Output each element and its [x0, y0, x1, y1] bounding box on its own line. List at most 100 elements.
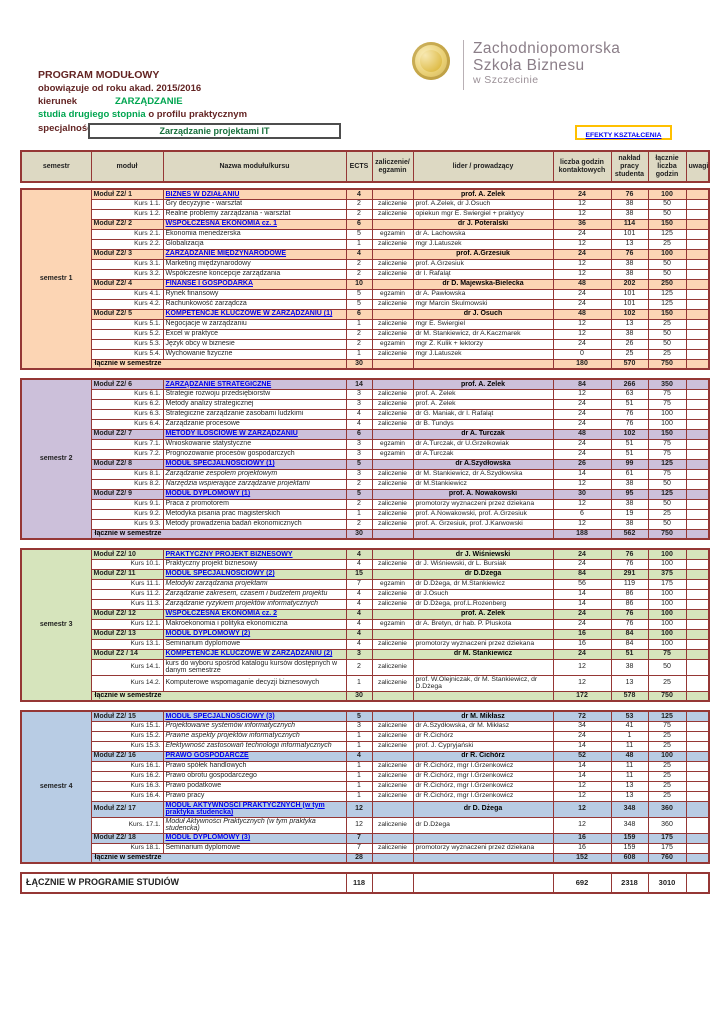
column-header: lider / prowadzący: [412, 150, 554, 183]
cell-leader: dr R. Cichórz: [412, 750, 554, 762]
cell-total-hours: 175: [647, 842, 687, 854]
cell-name: WSPÓŁCZESNA EKONOMIA cz. 1: [162, 218, 347, 230]
cell-exam: [371, 710, 414, 722]
cell-ects: 5: [345, 488, 373, 500]
module-link[interactable]: KOMPETENCJE KLUCZOWE W ZARZĄDZANIU (2): [165, 650, 333, 658]
course-row: Kurs 9.1. Praca z promotorem 2 zaliczenie pr…: [21, 498, 710, 510]
cell-remarks: [685, 188, 710, 200]
cell-remarks: [685, 438, 710, 450]
cell-student-workload: 76: [610, 548, 649, 560]
cell-contact-hours: 48: [552, 308, 612, 320]
cell-student-workload: 114: [610, 218, 649, 230]
cell-student-workload: 53: [610, 710, 649, 722]
cell-total-hours: 50: [647, 198, 687, 210]
cell-exam: egzamin: [371, 228, 414, 240]
module-link[interactable]: MODUŁ AKTYWNOŚCI PRAKTYCZNYCH (w tym pra…: [165, 801, 325, 816]
logo-line1: Zachodniopomorska: [473, 40, 621, 57]
module-link[interactable]: MODUŁ SPECJALNOŚCIOWY (2): [165, 570, 275, 578]
module-link[interactable]: KOMPETENCJE KLUCZOWE W ZARZĄDZANIU (1): [165, 310, 333, 318]
cell-remarks: [685, 658, 710, 676]
cell-total-hours: 250: [647, 278, 687, 290]
column-header: Nazwa modułu/kursu: [162, 150, 347, 183]
cell-name: Projektowanie systemów informatycznych: [162, 720, 347, 732]
cell-leader: prof. A. Zelek: [412, 608, 554, 620]
cell-exam: zaliczenie: [371, 318, 414, 330]
cell-name: MODUŁ SPECJALNOŚCIOWY (2): [162, 568, 347, 580]
cell-leader: [412, 852, 554, 864]
module-link[interactable]: PRAWO GOSPODARCZE: [165, 752, 249, 760]
cell-code: Kurs 5.1.: [90, 318, 164, 330]
semester-block: semestr 2 Moduł Z2/ 6 ZARZĄDZANIE STRATEGI…: [20, 378, 710, 540]
cell-remarks: [685, 588, 710, 600]
cell-remarks: [685, 710, 710, 722]
module-link[interactable]: ZARZĄDZANIE STRATEGICZNE: [165, 380, 272, 388]
cell-name: Seminarium dyplomowe: [162, 638, 347, 650]
cell-contact-hours: 16: [552, 628, 612, 640]
cell-name: ZARZĄDZANIE STRATEGICZNE: [162, 378, 347, 390]
cell-leader: dr J. Wiśniewski, dr L. Bursiak: [412, 558, 554, 570]
cell-remarks: [685, 288, 710, 300]
cell-exam: [371, 568, 414, 580]
cell-total-hours: 25: [647, 780, 687, 792]
module-link[interactable]: MODUŁ DYPLOMOWY (2): [165, 630, 251, 638]
cell-exam: zaliczenie: [371, 238, 414, 250]
cell-student-workload: 61: [610, 468, 649, 480]
cell-remarks: [685, 328, 710, 340]
module-link[interactable]: WSPÓŁCZESNA EKONOMIA cz. 2: [165, 610, 278, 618]
cell-leader: dr B. Tundys: [412, 418, 554, 430]
cell-remarks: [685, 268, 710, 280]
module-link[interactable]: METODY ILOŚCIOWE W ZARZĄDZANIU: [165, 430, 298, 438]
module-link[interactable]: MODUŁ SPECJALNOŚCIOWY (3): [165, 712, 275, 720]
cell-code: Moduł Z2/ 3: [90, 248, 164, 260]
cell-remarks: [685, 548, 710, 560]
cell-leader: [412, 528, 554, 540]
column-header: ECTS: [345, 150, 373, 183]
cell-ects: 6: [345, 308, 373, 320]
cell-leader: dr R.Cichórz: [412, 730, 554, 742]
course-row: Kurs 15.1. Projektowanie systemów informa…: [21, 720, 710, 732]
module-link[interactable]: PRAKTYCZNY PROJEKT BIZNESOWY: [165, 550, 293, 558]
semester-total-label: łącznie w semestrze: [90, 358, 347, 370]
cell-total-hours: 25: [647, 674, 687, 692]
cell-total-hours: 100: [647, 548, 687, 560]
cell-remarks: [685, 198, 710, 210]
cell-exam: [371, 832, 414, 844]
course-row: Kurs 4.2. Rachunkowość zarządcza 5 zaliczen…: [21, 298, 710, 310]
cell-student-workload: 76: [610, 418, 649, 430]
cell-name: WSPÓŁCZESNA EKONOMIA cz. 2: [162, 608, 347, 620]
module-row: Moduł Z2 / 14 KOMPETENCJE KLUCZOWE W ZARZ…: [21, 648, 710, 660]
cell-leader: prof. A.Grzesiuk: [412, 248, 554, 260]
cell-exam: egzamin: [371, 448, 414, 460]
cell-code: Kurs 1.2.: [90, 208, 164, 220]
cell-leader: dr J. Osuch: [412, 308, 554, 320]
module-link[interactable]: ZARZĄDZANIE MIĘDZYNARODOWE: [165, 250, 287, 258]
module-link[interactable]: MODUŁ DYPLOMOWY (1): [165, 490, 251, 498]
grand-total-label: ŁĄCZNIE W PROGRAMIE STUDIÓW: [20, 872, 347, 894]
cell-remarks: [685, 790, 710, 802]
cell-contact-hours: 72: [552, 710, 612, 722]
table-header: semestr moduł Nazwa modułu/kursu ECTS zalicz…: [20, 150, 710, 183]
cell-code: Kurs 15.2.: [90, 730, 164, 742]
module-row: Moduł Z2/ 9 MODUŁ DYPLOMOWY (1) 5 prof. A. …: [21, 488, 710, 500]
cell-name: Rynek finansowy: [162, 288, 347, 300]
cell-ects: 4: [345, 408, 373, 420]
cell-ects: 4: [345, 548, 373, 560]
efekty-link[interactable]: EFEKTY KSZTAŁCENIA: [585, 132, 662, 139]
cell-contact-hours: 24: [552, 448, 612, 460]
module-row: Moduł Z2/ 18 MODUŁ DYPLOMOWY (3) 7 16 159 175: [21, 832, 710, 844]
module-row: semestr 3 Moduł Z2/ 10 PRAKTYCZNY PROJEKT …: [20, 548, 710, 702]
module-link[interactable]: WSPÓŁCZESNA EKONOMIA cz. 1: [165, 220, 278, 228]
cell-code: Kurs 15.3.: [90, 740, 164, 752]
module-link[interactable]: MODUŁ SPECJALNOŚCIOWY (1): [165, 460, 275, 468]
cell-remarks: [685, 568, 710, 580]
cell-contact-hours: 14: [552, 760, 612, 772]
cell-leader: dr A.Turczak: [412, 448, 554, 460]
cell-name: Globalizacja: [162, 238, 347, 250]
module-link[interactable]: FINANSE I GOSPODARKA: [165, 280, 254, 288]
module-link[interactable]: MODUŁ DYPLOMOWY (3): [165, 834, 251, 842]
column-header: uwagi: [685, 150, 710, 183]
cell-code: Moduł Z2/ 18: [90, 832, 164, 844]
module-link[interactable]: BIZNES W DZIAŁANIU: [165, 190, 240, 198]
column-header: moduł: [90, 150, 164, 183]
cell-leader: dr A.Szydłowska, dr M. Mikłasz: [412, 720, 554, 732]
